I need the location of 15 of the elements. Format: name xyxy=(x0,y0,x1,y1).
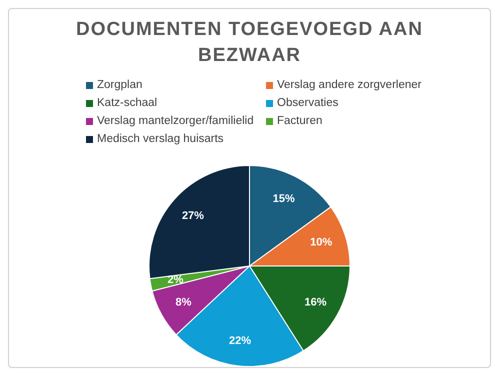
data-label: 16% xyxy=(304,296,327,308)
data-label: 27% xyxy=(182,210,204,222)
chart-title: DOCUMENTEN TOEGEVOEGD AAN BEZWAAR xyxy=(75,18,424,68)
data-label: 10% xyxy=(310,236,332,249)
legend-label: Verslag mantelzorger/familielid xyxy=(97,115,254,127)
legend-label: Medisch verslag huisarts xyxy=(97,133,224,145)
data-label: 22% xyxy=(229,334,252,347)
data-label: 2% xyxy=(168,274,184,286)
legend-label: Zorgplan xyxy=(97,79,142,91)
data-label: 15% xyxy=(272,192,295,205)
legend-label: Facturen xyxy=(277,115,322,127)
legend-label: Katz-schaal xyxy=(97,97,158,109)
legend-label: Verslag andere zorgverlener xyxy=(277,79,422,91)
data-label: 8% xyxy=(175,296,192,308)
legend-label: Observaties xyxy=(277,97,338,109)
